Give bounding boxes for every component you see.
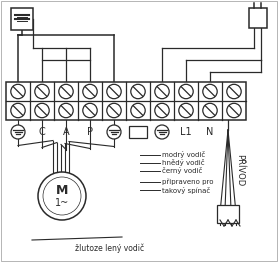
Circle shape (131, 103, 145, 118)
Text: žlutoze lený vodič: žlutoze lený vodič (75, 243, 145, 253)
Circle shape (59, 103, 73, 118)
Circle shape (38, 172, 86, 220)
Circle shape (43, 177, 81, 215)
Circle shape (11, 84, 25, 99)
Circle shape (11, 125, 25, 139)
Text: A: A (63, 127, 69, 137)
Text: hnědý vodič: hnědý vodič (162, 160, 205, 166)
Bar (6, 82, 246, 120)
Circle shape (179, 103, 193, 118)
Circle shape (155, 103, 169, 118)
Text: M: M (56, 184, 68, 198)
Circle shape (83, 103, 97, 118)
Text: černý vodič: černý vodič (162, 167, 202, 174)
Circle shape (83, 84, 97, 99)
Circle shape (35, 84, 49, 99)
Circle shape (155, 125, 169, 139)
Text: L1: L1 (180, 127, 192, 137)
Bar (249, 8, 267, 28)
Circle shape (203, 103, 217, 118)
Circle shape (59, 84, 73, 99)
Text: takový spínač: takový spínač (162, 187, 210, 194)
Circle shape (179, 84, 193, 99)
Text: PŘÍVOD: PŘÍVOD (235, 154, 244, 186)
Circle shape (107, 84, 121, 99)
Text: 1~: 1~ (55, 198, 69, 208)
Text: modrý vodič: modrý vodič (162, 151, 205, 159)
Circle shape (227, 84, 241, 99)
Circle shape (107, 103, 121, 118)
Text: N: N (206, 127, 214, 137)
Bar (11, 8, 33, 30)
Circle shape (11, 103, 25, 118)
Text: C: C (39, 127, 45, 137)
Text: P: P (87, 127, 93, 137)
Circle shape (227, 103, 241, 118)
Text: připraveno pro: připraveno pro (162, 179, 214, 185)
Circle shape (203, 84, 217, 99)
Circle shape (131, 84, 145, 99)
Bar (217, 205, 239, 223)
Circle shape (155, 84, 169, 99)
Bar (129, 126, 147, 138)
Circle shape (107, 125, 121, 139)
Circle shape (35, 103, 49, 118)
